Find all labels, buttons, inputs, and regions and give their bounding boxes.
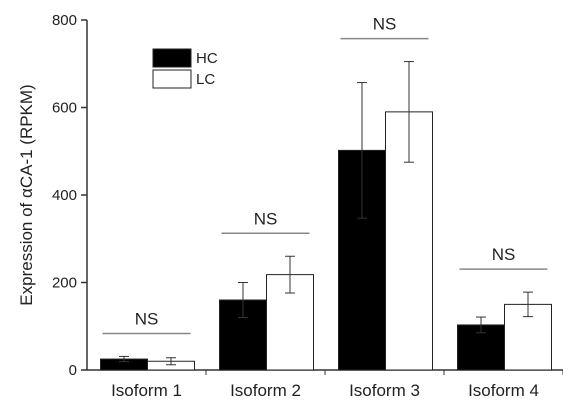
legend-swatch-lc [152,69,192,89]
legend-label-hc: HC [196,50,218,67]
significance-label: NS [492,245,516,264]
legend-label-lc: LC [196,71,215,88]
y-tick-label: 400 [52,187,77,204]
significance-label: NS [373,15,397,34]
y-tick-label: 0 [69,362,77,379]
significance-annotations: NS NS NS NS [102,15,548,335]
x-tick-label: Isoform 1 [111,381,182,400]
legend: HC LC [152,48,218,89]
significance-label: NS [135,309,159,328]
y-tick-label: 800 [52,12,77,29]
legend-swatch-hc [152,48,192,68]
x-axis: Isoform 1 Isoform 2 Isoform 3 Isoform 4 [87,369,563,400]
bars-layer [100,111,552,371]
y-axis: 0 200 400 600 800 [52,12,88,379]
y-tick-label: 600 [52,100,77,117]
x-tick-label: Isoform 2 [230,381,301,400]
x-tick-label: Isoform 3 [349,381,420,400]
significance-label: NS [254,209,278,228]
y-tick-label: 200 [52,275,77,292]
y-axis-label: Expression of αCA-1 (RPKM) [17,84,36,305]
error-bars-layer [119,61,533,366]
x-tick-label: Isoform 4 [468,381,539,400]
